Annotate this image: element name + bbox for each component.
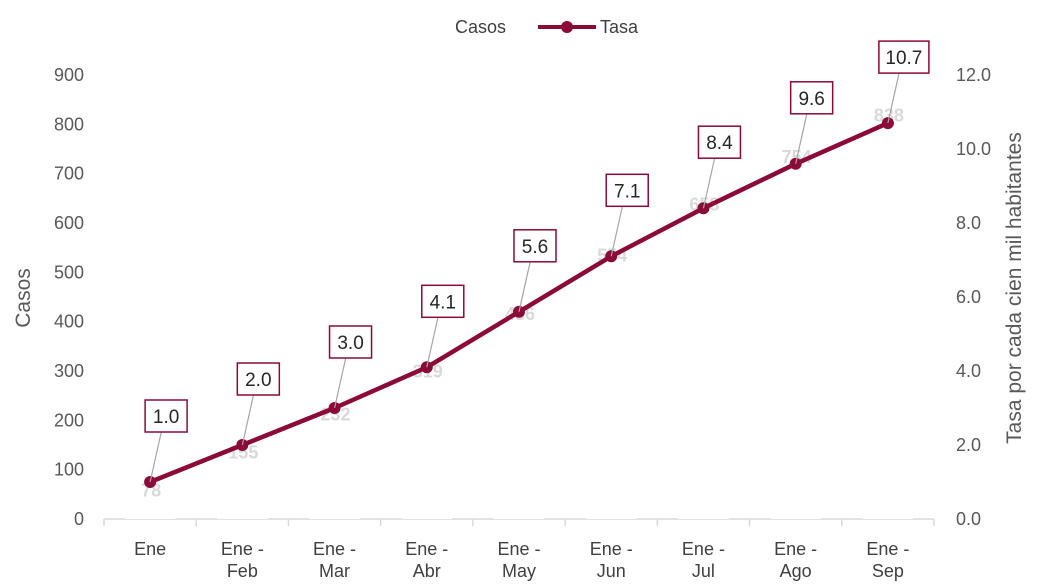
rate-label-4: 5.6 xyxy=(522,237,548,258)
callout-leader-1 xyxy=(241,394,255,446)
x-tick-label-4: Ene -May xyxy=(497,539,540,581)
callout-leader-8 xyxy=(887,72,900,124)
bar-casos-1 xyxy=(216,442,268,519)
x-tick-label-line: Jun xyxy=(597,561,626,581)
callout-box-4 xyxy=(513,229,557,263)
y-tick-label-9: 900 xyxy=(54,65,84,85)
y2-tick-label-3: 6.0 xyxy=(956,287,981,307)
x-tick-label-2: Ene -Mar xyxy=(313,539,356,581)
rate-label-0: 1.0 xyxy=(153,407,179,428)
x-tick-label-line: Ene - xyxy=(682,539,725,559)
y-tick-label-4: 400 xyxy=(54,312,84,332)
right-axis: 0.0 2.0 4.0 6.0 8.0 10.0 12.0 xyxy=(956,65,991,529)
y-tick-label-7: 700 xyxy=(54,164,84,184)
x-tick-label-6: Ene -Jul xyxy=(682,539,725,581)
callout-leader-7 xyxy=(795,113,808,164)
y-tick-label-8: 800 xyxy=(54,114,84,134)
rate-label-8: 10.7 xyxy=(885,48,922,69)
left-axis: 0 100 200 300 400 500 600 700 800 900 xyxy=(54,65,84,529)
bar-casos-2 xyxy=(309,404,360,519)
legend: Casos Tasa xyxy=(455,17,639,37)
x-tick-label-line: Abr xyxy=(413,561,441,581)
bar-casos-6 xyxy=(678,194,729,520)
bar-casos-7 xyxy=(770,147,822,519)
x-tick-label-8: Ene -Sep xyxy=(866,539,909,581)
callout-box-5 xyxy=(605,173,649,208)
callout-box-0 xyxy=(144,399,188,433)
x-tick-label-line: Feb xyxy=(227,561,258,581)
y2-tick-label-1: 2.0 xyxy=(956,435,981,455)
x-tick-label-7: Ene -Ago xyxy=(774,539,817,581)
callout-box-8 xyxy=(878,40,930,74)
marker-tasa-8 xyxy=(881,117,894,130)
y-tick-label-5: 500 xyxy=(54,262,84,282)
rate-label-7: 9.6 xyxy=(798,89,824,110)
callout-box-2 xyxy=(328,325,373,359)
callout-box-7 xyxy=(789,81,834,115)
rate-label-2: 3.0 xyxy=(337,333,363,354)
x-tick-label-line: Ene xyxy=(134,539,166,559)
callout-leader-2 xyxy=(333,357,347,409)
callout-box-3 xyxy=(421,284,465,319)
y-tick-label-6: 600 xyxy=(54,213,84,233)
x-tick-label-line: Ene - xyxy=(405,539,448,559)
x-tick-label-line: May xyxy=(502,561,536,581)
rate-callouts: 1.0 2.0 3.0 4.1 5.6 7.1 8.4 9.6 10.7 xyxy=(144,40,930,483)
y2-tick-label-0: 0.0 xyxy=(956,509,981,529)
x-tick-label-line: Ene - xyxy=(774,539,817,559)
bar-casos-5 xyxy=(585,245,637,519)
x-tick-label-line: Ene - xyxy=(313,539,356,559)
bar-casos-4 xyxy=(493,303,545,519)
y2-axis-title: Tasa por cada cien mil habitantes xyxy=(1003,132,1026,444)
x-tick-label-line: Ago xyxy=(780,561,812,581)
rate-label-3: 4.1 xyxy=(430,292,456,313)
y-tick-label-2: 200 xyxy=(54,410,84,430)
callout-leader-0 xyxy=(149,431,162,483)
y-tick-label-1: 100 xyxy=(54,460,84,480)
y2-tick-label-4: 8.0 xyxy=(956,213,981,233)
x-tick-label-1: Ene -Feb xyxy=(221,539,264,581)
callout-leader-4 xyxy=(518,261,531,312)
bars: 78155232319436554658754838 xyxy=(124,105,914,520)
y2-tick-label-6: 12.0 xyxy=(956,65,991,85)
callout-box-6 xyxy=(697,125,742,159)
x-tick-label-line: Mar xyxy=(319,561,350,581)
callout-leader-5 xyxy=(610,206,624,257)
legend-marker-tasa xyxy=(561,21,573,33)
x-tick-label-line: Ene - xyxy=(221,539,264,559)
x-tick-label-line: Sep xyxy=(872,561,904,581)
x-tick-label-line: Ene - xyxy=(497,539,540,559)
x-tick-label-5: Ene -Jun xyxy=(590,539,633,581)
x-tick-label-line: Jul xyxy=(692,561,715,581)
bar-casos-8 xyxy=(862,105,914,519)
rate-label-5: 7.1 xyxy=(614,181,640,202)
x-tick-label-line: Ene - xyxy=(866,539,909,559)
callout-box-1 xyxy=(236,362,281,396)
legend-label-tasa: Tasa xyxy=(600,17,639,37)
y2-tick-label-2: 4.0 xyxy=(956,361,981,381)
y2-tick-label-5: 10.0 xyxy=(956,139,991,159)
callout-leader-6 xyxy=(702,158,716,209)
bar-casos-3 xyxy=(401,361,453,519)
x-tick-label-line: Ene - xyxy=(590,539,633,559)
rate-label-6: 8.4 xyxy=(706,133,733,154)
y-axis-title: Casos xyxy=(12,268,35,328)
callout-leader-3 xyxy=(426,317,439,368)
rate-label-1: 2.0 xyxy=(245,370,271,391)
bar-label-casos-8: 838 xyxy=(874,106,904,126)
legend-label-casos: Casos xyxy=(455,17,506,37)
x-tick-label-3: Ene -Abr xyxy=(405,539,448,581)
y-tick-label-3: 300 xyxy=(54,361,84,381)
x-tick-label-0: Ene xyxy=(134,539,166,559)
y-tick-label-0: 0 xyxy=(74,509,84,529)
